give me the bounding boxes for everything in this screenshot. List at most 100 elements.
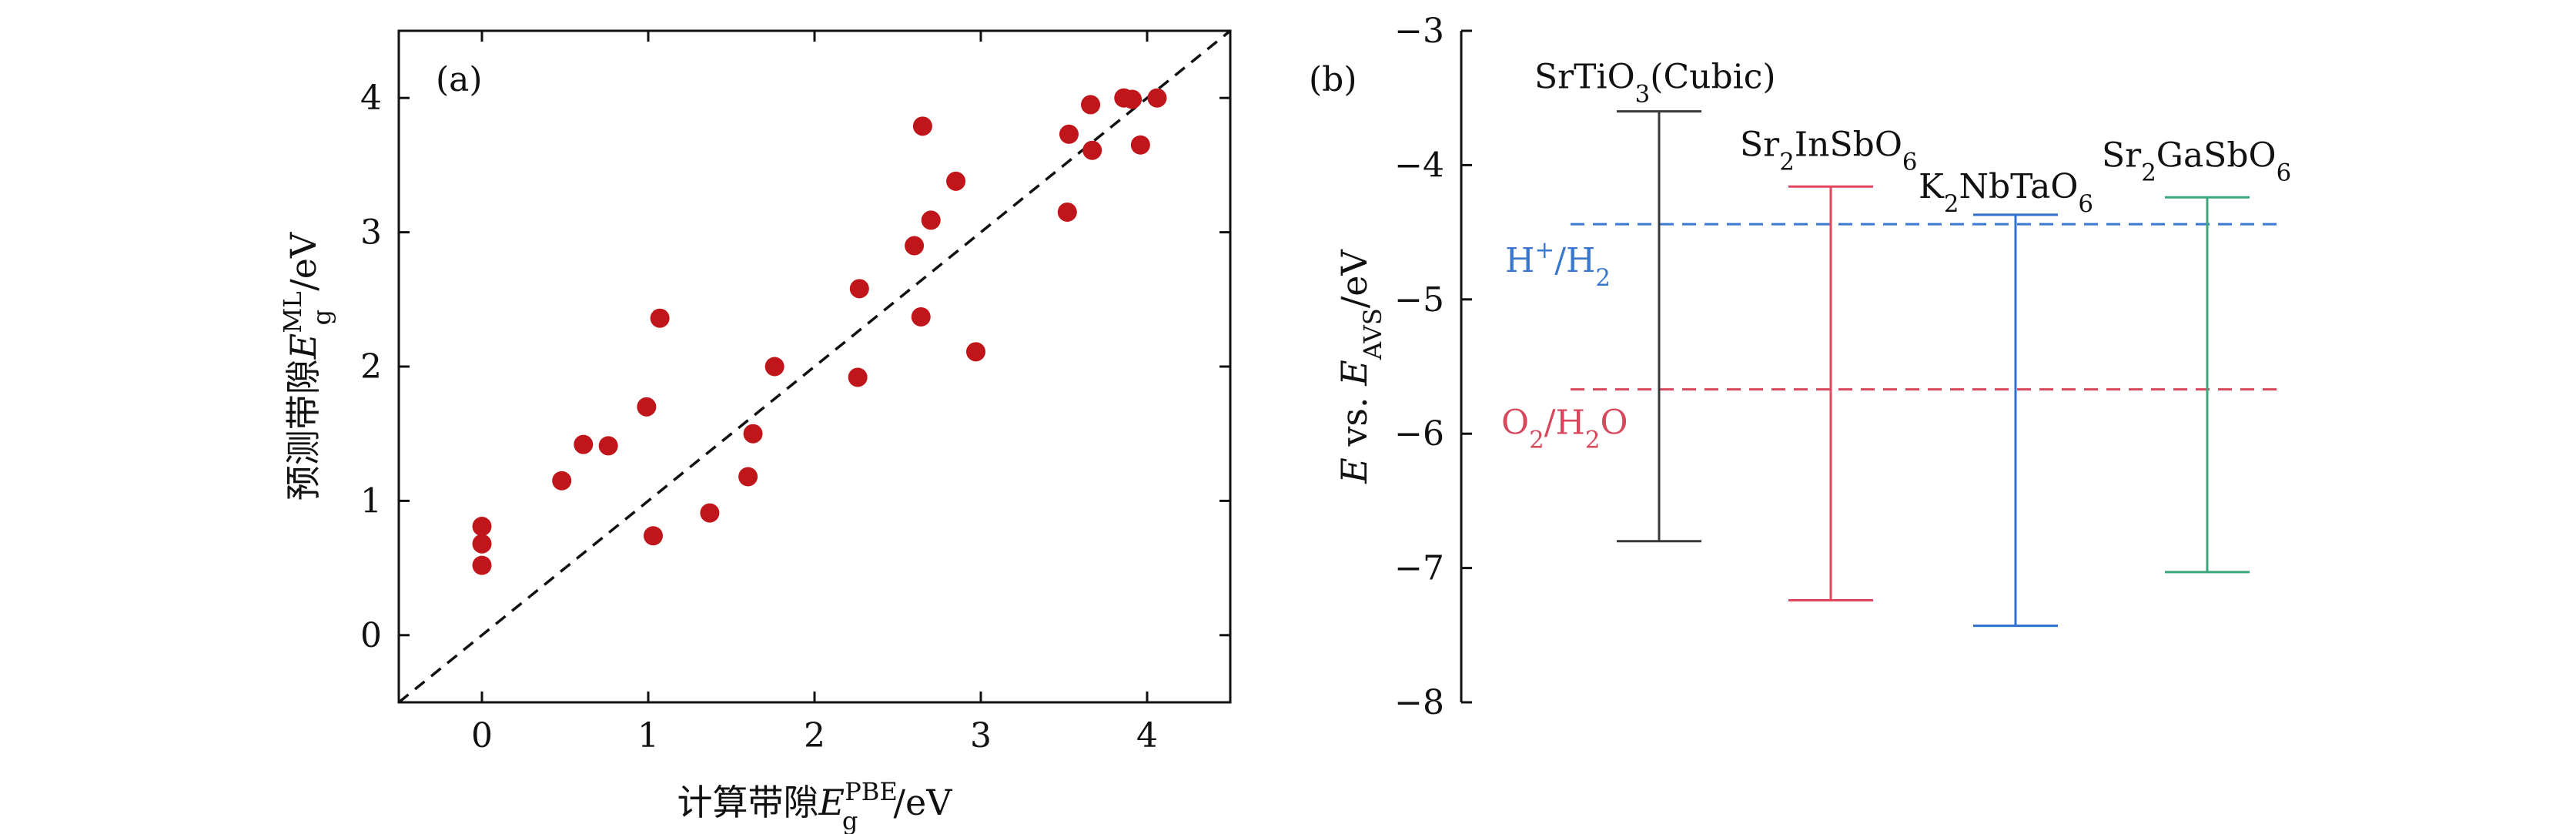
data-point — [650, 308, 670, 328]
text-run: E — [283, 333, 324, 360]
reference-label: O2/H2O — [1501, 404, 1628, 454]
text-run: Sr — [1740, 125, 1780, 164]
x-tick-label: 1 — [637, 716, 659, 755]
data-point — [1082, 140, 1102, 160]
text-run: O — [1501, 404, 1529, 443]
data-point — [472, 555, 492, 575]
band-label: Sr2InSbO6 — [1740, 125, 1918, 176]
text-run: 计算带隙 — [677, 782, 819, 823]
text-run: /eV — [894, 782, 953, 823]
text-run: InSbO — [1795, 125, 1902, 164]
text-run: E — [1333, 457, 1375, 484]
band-ticks: −3 −4 −5 −6 −7 −8 — [1394, 12, 1472, 722]
data-point — [1081, 95, 1101, 115]
subscript: 2 — [2141, 159, 2156, 186]
data-point — [472, 534, 492, 554]
text-run: NbTaO — [1959, 167, 2078, 206]
text-run: K — [1919, 167, 1945, 206]
panel-label-b: (b) — [1309, 60, 1357, 99]
data-point — [849, 279, 869, 299]
scatter-points — [472, 88, 1167, 575]
text-run: 预测带隙 — [283, 359, 324, 501]
x-tick-label: 2 — [804, 716, 825, 755]
subscript: 2 — [1779, 148, 1795, 176]
data-point — [848, 367, 868, 387]
subscript: 2 — [1585, 427, 1601, 454]
data-point — [552, 471, 572, 491]
subscript: 6 — [2078, 190, 2093, 218]
text-run: SrTiO — [1534, 58, 1635, 97]
y-tick-label: 1 — [360, 481, 382, 521]
y-tick-label: 2 — [360, 347, 382, 387]
y-tick-label: −8 — [1394, 683, 1444, 722]
y-tick-label: 4 — [360, 79, 382, 118]
y-axis-title: 预测带隙EMLg/eV — [278, 232, 336, 501]
text-run: GaSbO — [2156, 136, 2277, 175]
text-run: E — [1333, 360, 1375, 387]
subscript: AVS — [1358, 308, 1387, 360]
band-label: SrTiO3(Cubic) — [1534, 58, 1776, 109]
y-tick-label: 0 — [360, 616, 382, 655]
text-run: vs. — [1333, 386, 1375, 457]
band-label: Sr2GaSbO6 — [2102, 136, 2291, 186]
scatter-ticks: 0 1 2 3 4 0 1 2 3 4 — [360, 31, 1230, 755]
data-point — [921, 210, 941, 230]
subscript: 6 — [2277, 159, 2292, 186]
data-point — [598, 436, 618, 456]
superscript: + — [1534, 236, 1554, 264]
text-run: E — [818, 782, 845, 823]
data-point — [637, 397, 657, 417]
data-point — [1057, 202, 1077, 222]
data-point — [574, 434, 594, 454]
diagonal-reference-line — [397, 29, 1232, 704]
data-point — [743, 424, 763, 444]
text-run: H — [1505, 241, 1534, 280]
subscript: 2 — [1529, 427, 1544, 454]
subscript: 2 — [1944, 190, 1959, 218]
data-point — [905, 236, 925, 256]
data-point — [700, 503, 720, 523]
data-point — [643, 526, 663, 546]
data-point — [911, 306, 931, 327]
y-tick-label: 3 — [360, 213, 382, 253]
text-run: (Cubic) — [1650, 58, 1775, 97]
subscript: 3 — [1635, 81, 1651, 109]
text-run: /H — [1544, 404, 1585, 443]
text-run: /H — [1554, 241, 1595, 280]
data-point — [472, 517, 492, 537]
superscript: PBE — [845, 777, 898, 806]
x-tick-label: 4 — [1136, 716, 1158, 755]
data-point — [1147, 88, 1167, 108]
y-axis-title: E vs. EAVS/eV — [1333, 249, 1387, 484]
data-point — [946, 171, 966, 191]
x-axis-title: 计算带隙EPBE g/eV — [677, 777, 953, 834]
text-run: O — [1601, 404, 1628, 443]
data-point — [912, 116, 932, 136]
text-run: Sr — [2102, 136, 2142, 175]
reference-label: H+/H2 — [1505, 236, 1611, 292]
text-run: /eV — [1333, 249, 1375, 308]
data-point — [738, 467, 758, 487]
data-point — [1059, 124, 1079, 144]
x-tick-label: 0 — [471, 716, 493, 755]
data-point — [764, 357, 785, 377]
data-point — [1122, 89, 1142, 109]
subscript: g — [307, 310, 336, 326]
band-label: K2NbTaO6 — [1919, 167, 2093, 218]
y-tick-label: −7 — [1394, 549, 1444, 588]
y-tick-label: −3 — [1394, 12, 1444, 51]
y-tick-label: −5 — [1394, 280, 1444, 320]
y-tick-label: −4 — [1394, 146, 1444, 185]
data-point — [966, 342, 986, 362]
x-tick-label: 3 — [970, 716, 992, 755]
subscript: g — [842, 806, 858, 834]
subscript: 2 — [1595, 264, 1611, 292]
subscript: 6 — [1902, 148, 1918, 176]
data-point — [1130, 135, 1150, 155]
text-run: /eV — [283, 232, 324, 291]
panel-label-a: (a) — [436, 60, 483, 99]
